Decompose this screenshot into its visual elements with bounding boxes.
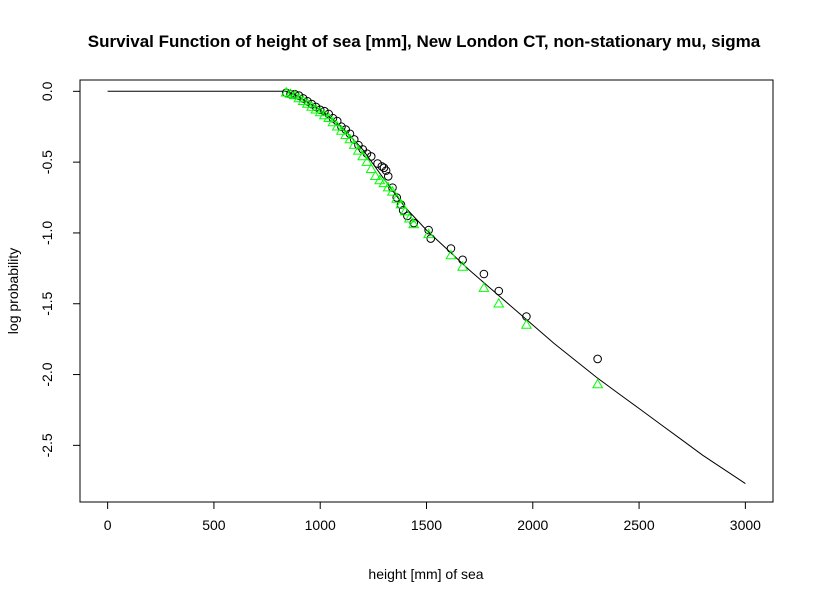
data-point-triangle: [378, 177, 390, 188]
data-point-triangle: [493, 297, 505, 308]
chart-title: Survival Function of height of sea [mm],…: [88, 32, 761, 51]
data-point-triangle: [361, 156, 373, 166]
fitted-curve: [107, 90, 746, 485]
data-point-circle: [381, 166, 391, 175]
data-point-triangle: [395, 198, 407, 209]
data-point-triangle: [331, 120, 343, 131]
x-tick-label: 2500: [623, 517, 654, 533]
data-point-circle: [494, 286, 504, 296]
y-tick-label: -1.5: [39, 291, 55, 315]
data-point-triangle: [457, 260, 469, 271]
data-point-circle: [349, 135, 359, 144]
data-point-circle: [479, 269, 489, 279]
x-axis: 0 500 1000 1500 2000 2500 3000: [104, 501, 761, 533]
data-point-triangle: [391, 193, 403, 203]
data-point-circle: [426, 234, 436, 243]
empirical-circles-layer: [281, 88, 602, 364]
data-point-triangle: [478, 282, 490, 292]
data-point-triangle: [314, 106, 326, 117]
y-tick-label: -0.5: [39, 150, 55, 174]
y-axis-label: log probability: [5, 248, 21, 334]
model-triangles-layer: [280, 86, 604, 389]
data-point-triangle: [403, 212, 416, 223]
y-tick-label: -1.0: [39, 221, 55, 245]
data-point-circle: [337, 122, 346, 132]
data-point-triangle: [335, 125, 348, 135]
data-point-triangle: [408, 218, 420, 229]
data-point-triangle: [357, 150, 369, 161]
data-point-circle: [379, 163, 389, 173]
data-point-circle: [424, 225, 433, 235]
data-point-triangle: [369, 170, 382, 180]
x-tick-label: 0: [104, 517, 112, 533]
data-point-triangle: [374, 174, 386, 185]
x-tick-label: 500: [202, 517, 226, 533]
data-point-triangle: [327, 116, 339, 127]
data-point-circle: [403, 211, 412, 221]
data-point-triangle: [310, 103, 322, 114]
data-point-triangle: [382, 181, 394, 192]
plot-frame: [79, 79, 774, 503]
data-point-triangle: [520, 319, 533, 329]
data-point-triangle: [386, 185, 399, 196]
data-point-circle: [373, 159, 382, 168]
y-tick-label: -2.0: [39, 362, 55, 386]
data-point-triangle: [293, 92, 305, 103]
y-tick-label: 0.0: [39, 81, 55, 101]
data-point-circle: [383, 171, 393, 181]
data-point-triangle: [340, 129, 352, 139]
data-point-triangle: [423, 228, 435, 239]
data-point-triangle: [344, 133, 356, 144]
data-point-triangle: [323, 112, 335, 122]
data-point-triangle: [306, 100, 318, 111]
y-tick-label: -2.5: [39, 433, 55, 457]
data-point-triangle: [289, 89, 301, 100]
data-point-triangle: [348, 139, 360, 149]
data-point-triangle: [399, 205, 411, 216]
data-point-triangle: [297, 95, 309, 105]
x-axis-label: height [mm] of sea: [368, 566, 483, 582]
y-axis: 0.0 -0.5 -1.0 -1.5 -2.0 -2.5: [39, 81, 81, 457]
data-point-triangle: [352, 144, 365, 155]
data-point-circle: [366, 152, 376, 161]
data-point-circle: [593, 354, 602, 364]
data-point-triangle: [318, 109, 331, 120]
data-point-triangle: [301, 98, 314, 108]
data-point-triangle: [592, 378, 604, 389]
data-point-circle: [388, 183, 397, 192]
x-tick-label: 1500: [411, 517, 442, 533]
x-tick-label: 1000: [305, 517, 336, 533]
x-tick-label: 2000: [517, 517, 548, 533]
fitted-curve-layer: [107, 90, 746, 485]
data-point-triangle: [445, 249, 457, 260]
data-point-circle: [458, 255, 467, 265]
data-point-circle: [446, 244, 456, 253]
data-point-circle: [294, 91, 304, 100]
data-point-triangle: [365, 163, 377, 173]
x-tick-label: 3000: [730, 517, 761, 533]
